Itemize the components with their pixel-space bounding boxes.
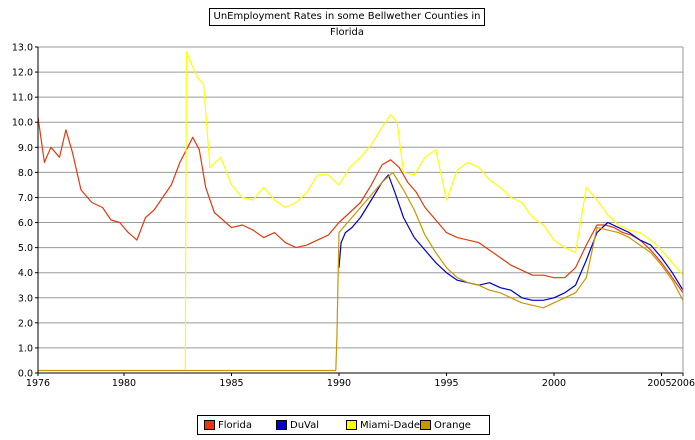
y-tick-label: 11.0 <box>12 93 33 104</box>
legend: Florida DuVal Miami-Dade Orange <box>197 415 490 435</box>
y-tick-label: 9.0 <box>18 143 33 154</box>
y-tick-label: 12.0 <box>12 68 33 79</box>
legend-swatch-florida <box>204 420 215 430</box>
y-tick-labels: 0.0 1.0 2.0 3.0 4.0 5.0 6.0 7.0 8.0 9.0 10.0 11.0 12… <box>12 43 33 380</box>
x-tick-label: 1990 <box>327 378 351 389</box>
x-tick-label: 2005 <box>647 378 671 389</box>
x-tick-label: 1976 <box>26 378 50 389</box>
series-line-miami-dade <box>38 51 684 372</box>
x-tick-labels: 1976 1980 1985 1990 1995 2000 2005 2006 <box>26 378 695 389</box>
y-tick-label: 8.0 <box>18 168 33 179</box>
x-tick-label: 2000 <box>542 378 566 389</box>
chart-title: UnEmployment Rates in some Bellwether Co… <box>209 8 485 38</box>
legend-label-miami-dade: Miami-Dade <box>360 420 420 431</box>
legend-label-duval: DuVal <box>290 420 320 431</box>
legend-item-duval: DuVal <box>276 420 319 432</box>
x-tick-label: 2006 <box>671 378 695 389</box>
series-line-duval <box>338 174 684 301</box>
y-tick-label: 3.0 <box>18 293 33 304</box>
y-tick-label: 5.0 <box>18 243 33 254</box>
legend-label-florida: Florida <box>218 420 253 431</box>
y-tick-label: 1.0 <box>18 343 33 354</box>
series-line-florida <box>37 117 684 294</box>
x-tick-label: 1985 <box>219 378 243 389</box>
y-tick-label: 7.0 <box>18 193 33 204</box>
legend-swatch-duval <box>276 420 287 430</box>
y-tick-label: 4.0 <box>18 268 33 279</box>
series-lines <box>37 51 684 372</box>
grid-lines <box>38 46 683 349</box>
x-tick-label: 1980 <box>112 378 136 389</box>
legend-item-orange: Orange <box>420 420 471 432</box>
x-tick-label: 1995 <box>434 378 458 389</box>
legend-item-miami-dade: Miami-Dade <box>346 420 420 432</box>
y-tick-label: 0.0 <box>18 369 33 380</box>
y-tick-label: 13.0 <box>12 43 33 54</box>
legend-item-florida: Florida <box>204 420 252 432</box>
legend-label-orange: Orange <box>434 420 471 431</box>
legend-swatch-miami-dade <box>346 420 357 430</box>
axes <box>35 46 684 376</box>
y-tick-label: 10.0 <box>12 118 33 129</box>
legend-swatch-orange <box>420 420 431 430</box>
y-tick-label: 2.0 <box>18 318 33 329</box>
y-tick-label: 6.0 <box>18 218 33 229</box>
series-line-orange <box>38 171 684 372</box>
